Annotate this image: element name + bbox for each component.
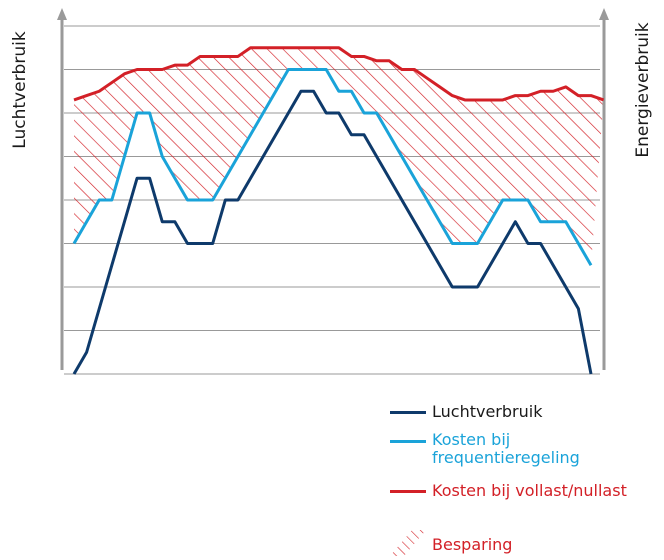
right-axis-arrow — [599, 8, 609, 20]
hatch-swatch-icon — [390, 530, 426, 556]
legend-label: Kosten bij frequentieregeling — [432, 430, 580, 467]
chart — [57, 8, 609, 375]
left-axis-arrow — [57, 8, 67, 20]
y-axis-label-right: Energieverbruik — [633, 22, 653, 158]
series-layer — [72, 46, 605, 375]
series-line-luchtverbruik — [72, 89, 593, 375]
legend-label: Kosten bij vollast/nullast — [432, 481, 627, 500]
savings-area — [74, 47, 604, 266]
legend-swatch-vollast-nullast — [390, 490, 426, 493]
series-line-kosten-bij-frequentieregeling — [72, 68, 593, 267]
legend-label: Luchtverbruik — [432, 402, 543, 421]
legend-swatch-luchtverbruik — [390, 411, 426, 414]
legend-swatch-frequentieregeling — [390, 440, 426, 443]
legend-label: Besparing — [432, 535, 513, 554]
series-line-kosten-bij-vollast-nullast — [73, 46, 605, 102]
y-axis-label-left: Luchtverbruik — [10, 31, 30, 149]
